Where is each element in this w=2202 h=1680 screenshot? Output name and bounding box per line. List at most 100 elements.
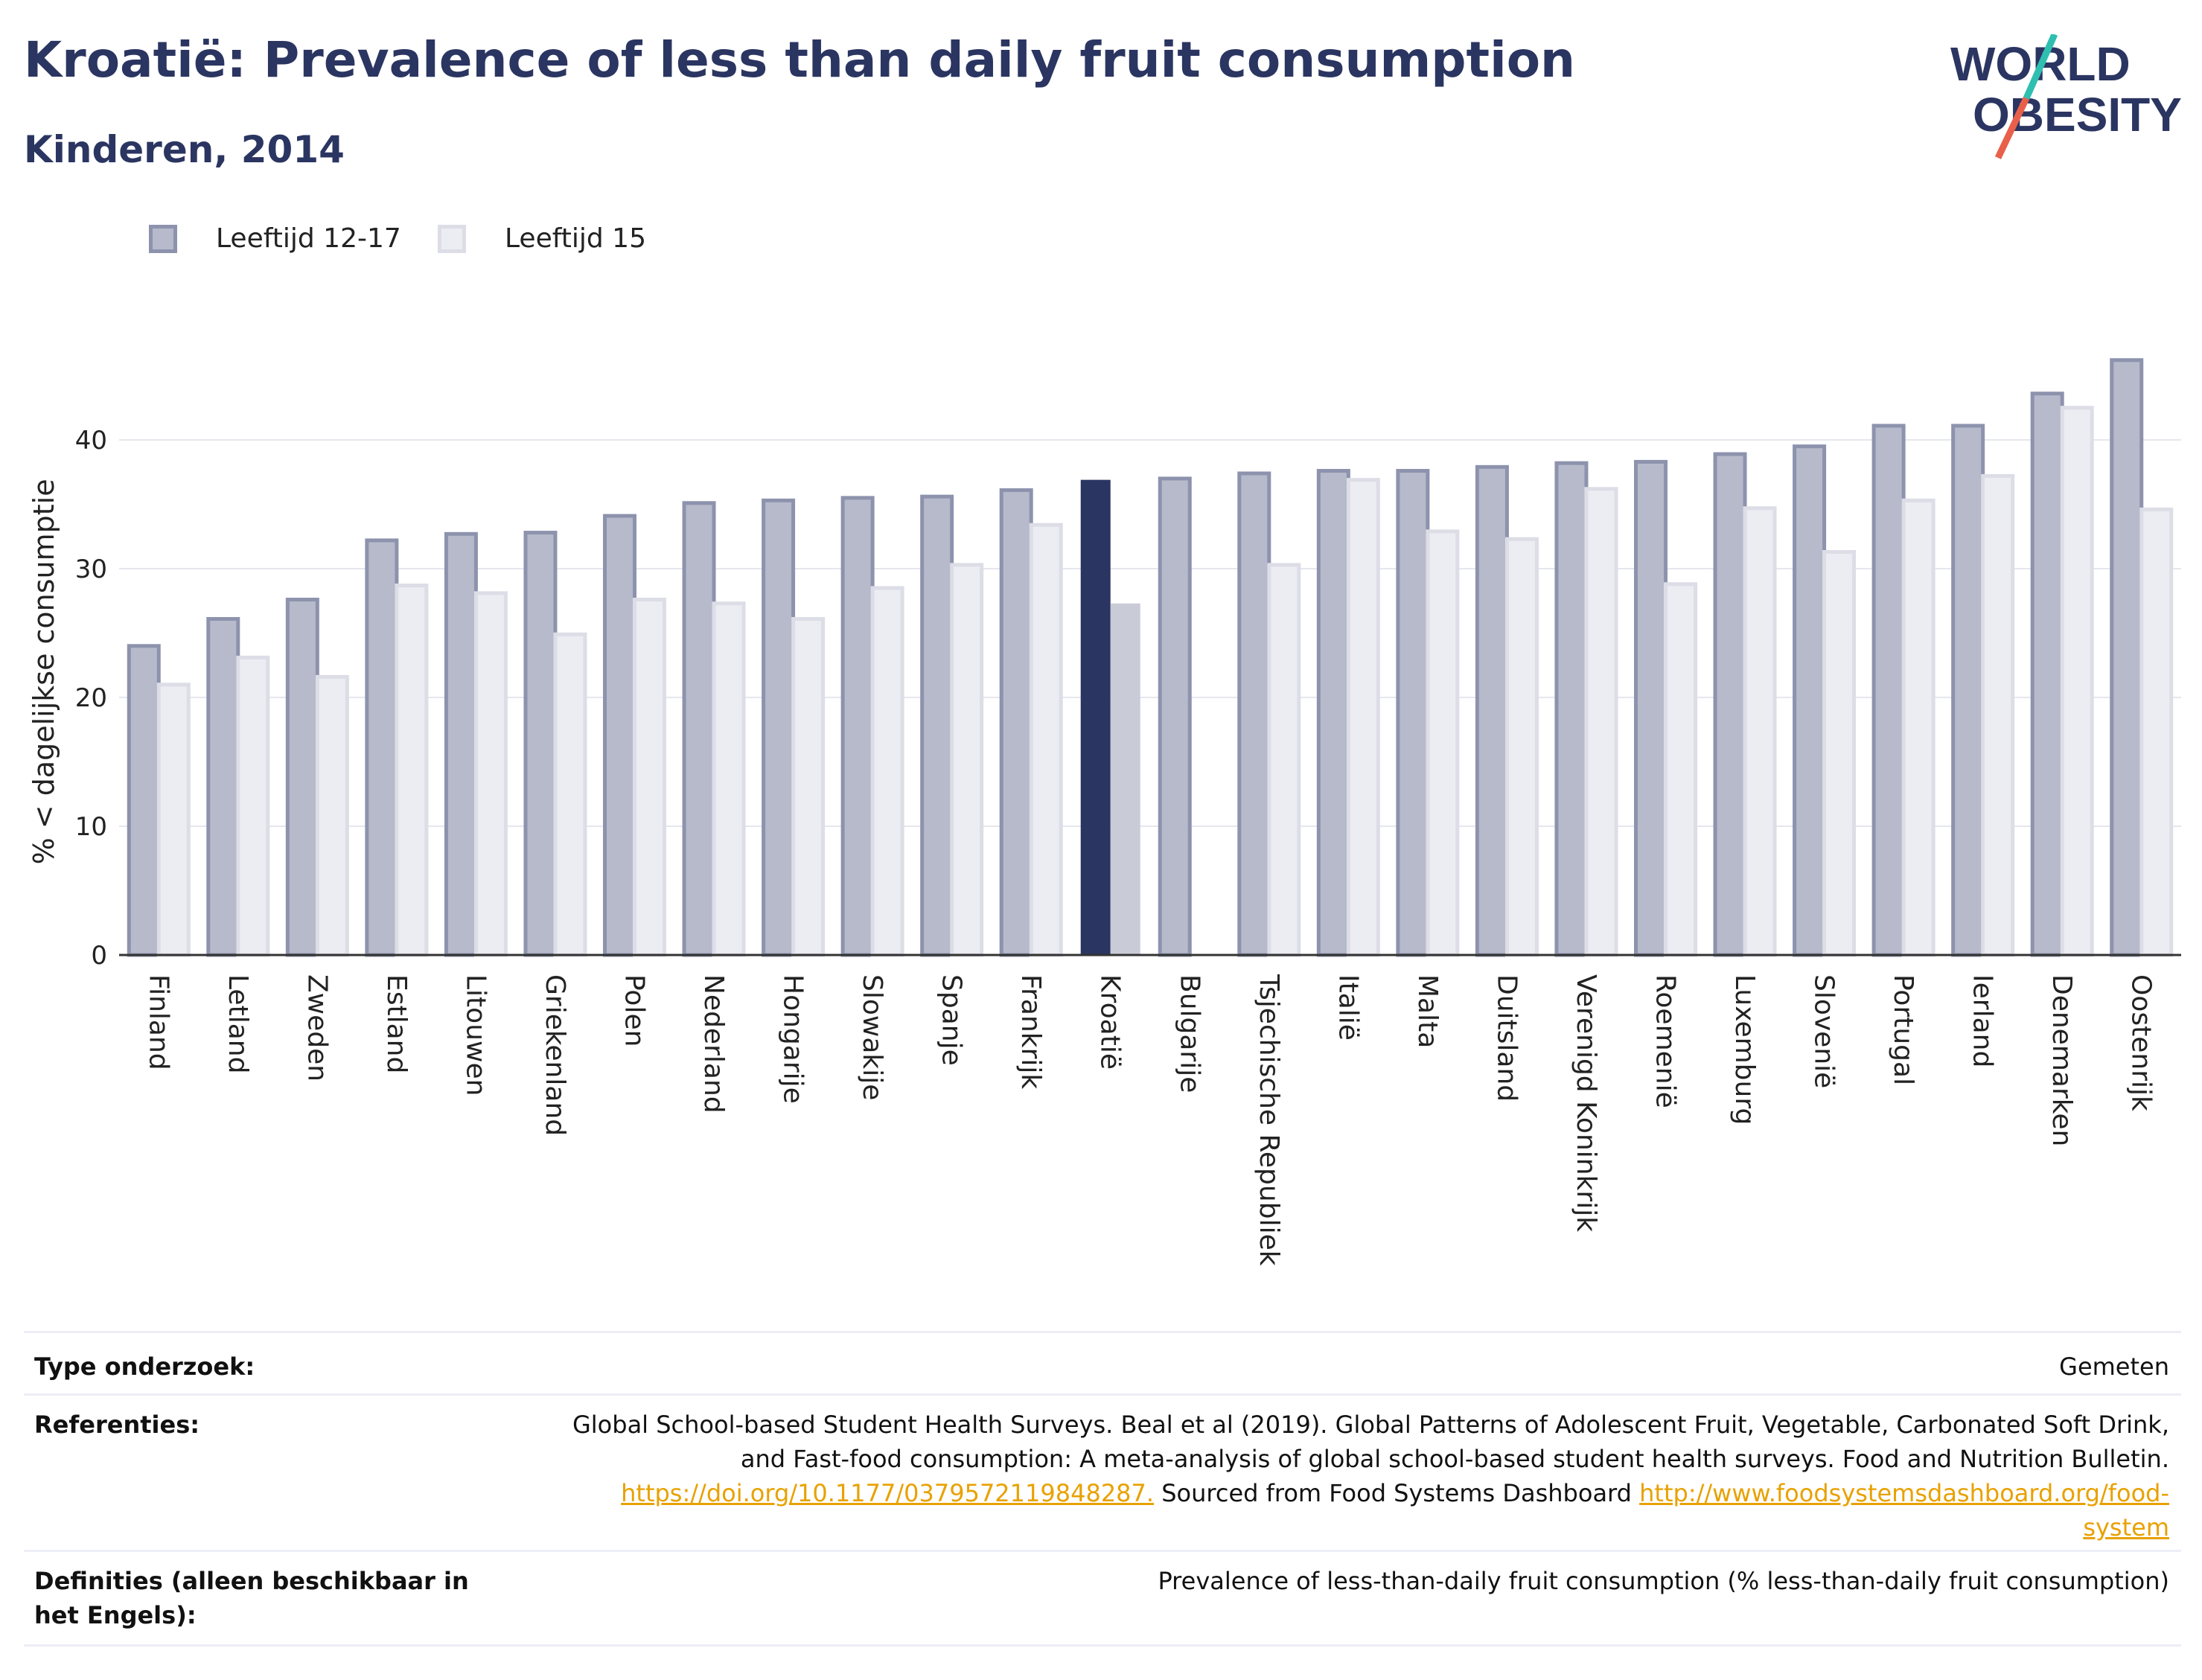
logo-slash-top bbox=[2023, 34, 2058, 100]
survey-type-value: Gemeten bbox=[2059, 1352, 2169, 1381]
bar-series-1 bbox=[1475, 464, 1509, 957]
meta-row-survey-type: Type onderzoek: Gemeten bbox=[24, 1331, 2181, 1396]
y-tick-label: 20 bbox=[75, 683, 107, 713]
x-tick-label: Nederland bbox=[698, 974, 729, 1114]
x-tick-label: Duitsland bbox=[1491, 974, 1522, 1102]
bar-series-2 bbox=[633, 598, 666, 957]
bar-series-2 bbox=[791, 616, 826, 957]
world-obesity-logo: WORLD OBESITY bbox=[1950, 34, 2182, 159]
bar-series-1 bbox=[2030, 392, 2064, 957]
bar-series-1 bbox=[1713, 452, 1747, 957]
x-tick-label: Ierland bbox=[1968, 974, 1998, 1067]
bar-series-2 bbox=[553, 632, 587, 957]
bar-series-1 bbox=[127, 644, 161, 957]
bar-series-2 bbox=[1267, 563, 1301, 957]
definitions-label: Definities (alleen beschikbaar in het En… bbox=[34, 1567, 469, 1629]
x-tick-label: Malta bbox=[1412, 974, 1443, 1048]
bar-series-2 bbox=[395, 583, 429, 957]
references-sourced-text: Sourced from Food Systems Dashboard bbox=[1154, 1479, 1640, 1507]
bar-series-2 bbox=[1981, 473, 2015, 957]
bar-series-2 bbox=[1110, 603, 1140, 955]
bar-series-2 bbox=[1664, 582, 1697, 957]
bar-series-1 bbox=[1080, 479, 1111, 955]
bar-series-1 bbox=[603, 514, 636, 957]
bar-series-2 bbox=[473, 591, 508, 957]
bar-series-2 bbox=[870, 586, 904, 957]
x-tick-label: Oostenrijk bbox=[2126, 974, 2157, 1111]
bar-series-1 bbox=[920, 494, 954, 957]
bar-series-2 bbox=[315, 674, 349, 957]
definitions-value: Prevalence of less-than-daily fruit cons… bbox=[1158, 1567, 2169, 1595]
logo-slash-bottom bbox=[1994, 97, 2030, 159]
legend-swatch-series-1 bbox=[149, 225, 177, 253]
bar-series-2 bbox=[1901, 498, 1935, 957]
y-tick-label: 0 bbox=[91, 941, 107, 971]
x-tick-label: Luxemburg bbox=[1729, 974, 1760, 1125]
legend-label-series-1: Leeftijd 12-17 bbox=[216, 223, 401, 254]
x-tick-label: Polen bbox=[619, 974, 650, 1047]
bar-series-2 bbox=[712, 601, 746, 957]
bar-series-2 bbox=[2060, 406, 2094, 957]
references-label: Referenties: bbox=[34, 1411, 200, 1439]
x-tick-label: Tsjechische Republiek bbox=[1254, 974, 1284, 1266]
bar-series-1 bbox=[1237, 471, 1271, 957]
x-tick-label: Hongarije bbox=[778, 974, 808, 1104]
x-tick-label: Kroatië bbox=[1095, 974, 1126, 1070]
y-tick-label: 10 bbox=[75, 812, 107, 842]
references-line-2: and Fast-food consumption: A meta-analys… bbox=[740, 1445, 2169, 1473]
x-tick-label: Zweden bbox=[301, 974, 332, 1082]
x-tick-label: Denemarken bbox=[2046, 974, 2077, 1146]
x-tick-label: Verenigd Koninkrijk bbox=[1571, 974, 1601, 1232]
bar-series-1 bbox=[1158, 476, 1192, 957]
bar-series-1 bbox=[1871, 424, 1906, 957]
bar-series-1 bbox=[1951, 424, 1985, 957]
bar-series-1 bbox=[1793, 444, 1827, 957]
references-line-4: system bbox=[546, 1510, 2169, 1545]
bar-series-2 bbox=[1743, 506, 1777, 957]
bar-series-1 bbox=[365, 538, 399, 957]
bar-series-2 bbox=[1426, 529, 1460, 957]
bar-series-1 bbox=[682, 501, 716, 957]
x-tick-label: Finland bbox=[143, 974, 173, 1070]
x-tick-label: Frankrijk bbox=[1015, 974, 1046, 1089]
y-axis-label: % < dagelijkse consumptie bbox=[28, 479, 60, 864]
x-tick-label: Letland bbox=[223, 974, 253, 1073]
x-tick-label: Roemenië bbox=[1650, 974, 1681, 1108]
bar-series-1 bbox=[2110, 358, 2144, 957]
chart-title: Kroatië: Prevalence of less than daily f… bbox=[24, 31, 1576, 89]
bar-series-2 bbox=[2139, 507, 2174, 957]
bar-series-2 bbox=[950, 563, 984, 957]
bar-series-1 bbox=[1554, 461, 1589, 957]
x-tick-label: Litouwen bbox=[460, 974, 491, 1096]
doi-link[interactable]: https://doi.org/10.1177/0379572119848287… bbox=[621, 1479, 1155, 1507]
bar-series-1 bbox=[444, 531, 478, 957]
y-tick-label: 40 bbox=[75, 426, 107, 456]
bar-series-1 bbox=[999, 488, 1033, 957]
bar-series-2 bbox=[1346, 478, 1380, 957]
bar-series-2 bbox=[1822, 550, 1857, 957]
dashboard-link[interactable]: http://www.foodsystemsdashboard.org/food… bbox=[1639, 1479, 2169, 1507]
chart-subtitle: Kinderen, 2014 bbox=[24, 128, 345, 171]
bar-series-1 bbox=[206, 616, 240, 957]
x-tick-label: Estland bbox=[381, 974, 412, 1073]
bar-series-2 bbox=[1584, 487, 1618, 957]
x-tick-label: Slovenië bbox=[1809, 974, 1839, 1088]
references-line-3: https://doi.org/10.1177/0379572119848287… bbox=[546, 1476, 2169, 1510]
x-tick-label: Spanje bbox=[936, 974, 967, 1066]
bar-series-1 bbox=[1396, 469, 1430, 957]
bar-series-1 bbox=[285, 598, 319, 957]
references-value: Global School-based Student Health Surve… bbox=[546, 1408, 2169, 1545]
bar-series-1 bbox=[523, 531, 558, 957]
logo-line2: OBESITY bbox=[1973, 88, 2182, 141]
x-tick-label: Griekenland bbox=[540, 974, 570, 1136]
x-tick-label: Bulgarije bbox=[1174, 974, 1204, 1093]
bar-series-2 bbox=[1029, 523, 1063, 957]
bar-chart: 0 10 20 30 40 % < dagelijkse consumptie Finlan… bbox=[28, 358, 2181, 1266]
bar-series-2 bbox=[1504, 537, 1539, 957]
bar-series-1 bbox=[1634, 459, 1668, 957]
bar-series-2 bbox=[156, 683, 191, 957]
y-tick-label: 30 bbox=[75, 555, 107, 584]
dashboard-link-continued[interactable]: system bbox=[2083, 1513, 2169, 1542]
bar-series-1 bbox=[840, 496, 875, 957]
references-line-1: Global School-based Student Health Surve… bbox=[572, 1411, 2169, 1439]
